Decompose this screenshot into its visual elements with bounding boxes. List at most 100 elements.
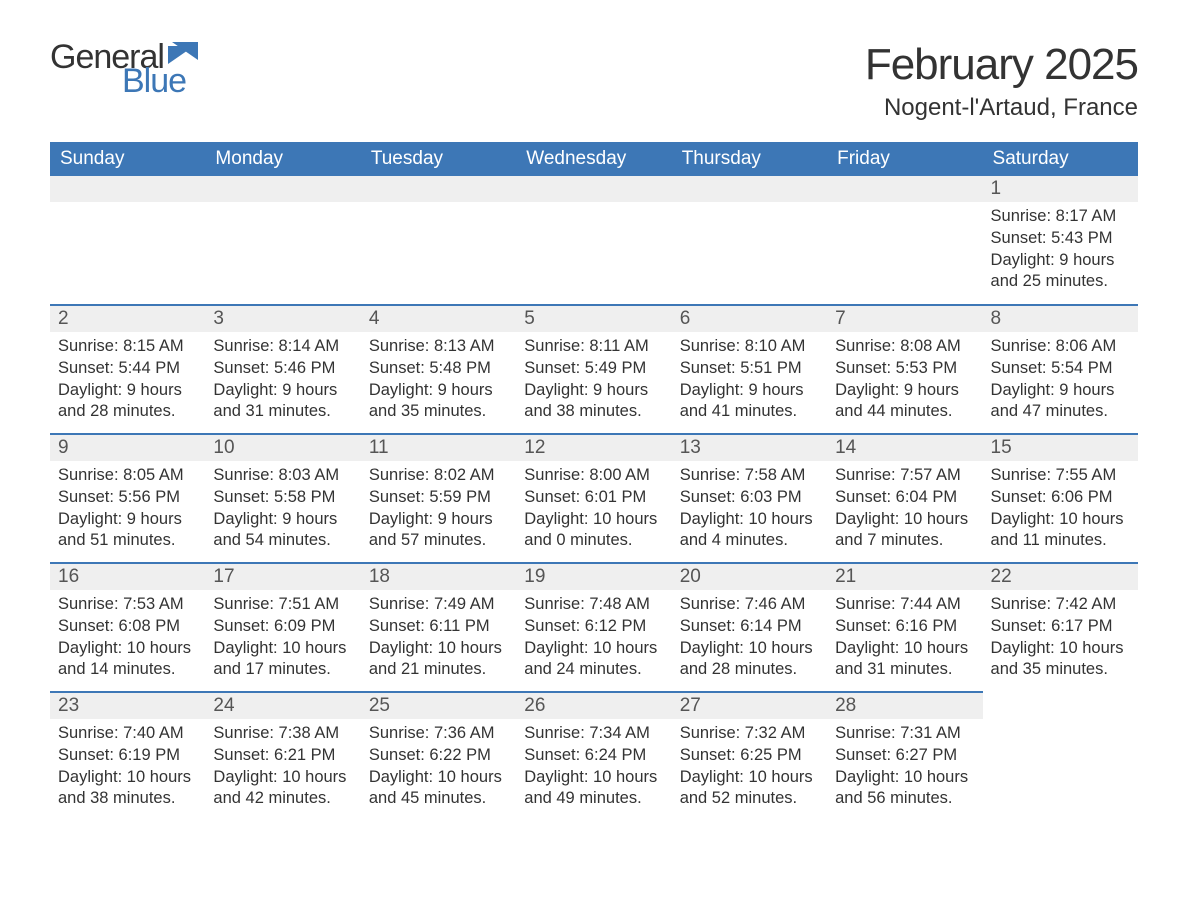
sunrise-line: Sunrise: 8:06 AM (991, 336, 1130, 358)
calendar-day-cell: 10Sunrise: 8:03 AMSunset: 5:58 PMDayligh… (205, 433, 360, 562)
day-details: Sunrise: 8:15 AMSunset: 5:44 PMDaylight:… (50, 332, 205, 433)
weekday-header: Friday (827, 142, 982, 176)
sunset-line: Sunset: 6:08 PM (58, 616, 197, 638)
sunset-line: Sunset: 6:03 PM (680, 487, 819, 509)
day-number-bar: 23 (50, 691, 205, 719)
daylight-line-1: Daylight: 10 hours (524, 638, 663, 660)
calendar-day-cell: 7Sunrise: 8:08 AMSunset: 5:53 PMDaylight… (827, 304, 982, 433)
day-details: Sunrise: 8:17 AMSunset: 5:43 PMDaylight:… (983, 202, 1138, 303)
calendar-day-cell: 2Sunrise: 8:15 AMSunset: 5:44 PMDaylight… (50, 304, 205, 433)
sunrise-line: Sunrise: 8:03 AM (213, 465, 352, 487)
sunrise-line: Sunrise: 7:32 AM (680, 723, 819, 745)
day-number-bar: 10 (205, 433, 360, 461)
sunset-line: Sunset: 5:48 PM (369, 358, 508, 380)
daylight-line-2: and 54 minutes. (213, 530, 352, 552)
daylight-line-2: and 47 minutes. (991, 401, 1130, 423)
day-details: Sunrise: 7:40 AMSunset: 6:19 PMDaylight:… (50, 719, 205, 820)
daylight-line-1: Daylight: 9 hours (58, 509, 197, 531)
calendar-day-cell: 15Sunrise: 7:55 AMSunset: 6:06 PMDayligh… (983, 433, 1138, 562)
day-details: Sunrise: 7:49 AMSunset: 6:11 PMDaylight:… (361, 590, 516, 691)
daylight-line-2: and 41 minutes. (680, 401, 819, 423)
day-number-bar: 1 (983, 176, 1138, 202)
calendar-day-cell: 4Sunrise: 8:13 AMSunset: 5:48 PMDaylight… (361, 304, 516, 433)
sunset-line: Sunset: 6:14 PM (680, 616, 819, 638)
sunset-line: Sunset: 6:12 PM (524, 616, 663, 638)
day-details: Sunrise: 7:58 AMSunset: 6:03 PMDaylight:… (672, 461, 827, 562)
day-details: Sunrise: 8:13 AMSunset: 5:48 PMDaylight:… (361, 332, 516, 433)
daylight-line-1: Daylight: 10 hours (680, 509, 819, 531)
daylight-line-1: Daylight: 10 hours (58, 638, 197, 660)
daylight-line-2: and 4 minutes. (680, 530, 819, 552)
day-number-bar: 4 (361, 304, 516, 332)
daylight-line-1: Daylight: 9 hours (524, 380, 663, 402)
day-details: Sunrise: 8:11 AMSunset: 5:49 PMDaylight:… (516, 332, 671, 433)
daylight-line-1: Daylight: 9 hours (58, 380, 197, 402)
daylight-line-1: Daylight: 9 hours (369, 380, 508, 402)
day-details: Sunrise: 7:44 AMSunset: 6:16 PMDaylight:… (827, 590, 982, 691)
calendar-day-cell: 1Sunrise: 8:17 AMSunset: 5:43 PMDaylight… (983, 176, 1138, 304)
calendar-day-cell: 5Sunrise: 8:11 AMSunset: 5:49 PMDaylight… (516, 304, 671, 433)
day-number-bar (827, 176, 982, 202)
sunset-line: Sunset: 6:21 PM (213, 745, 352, 767)
sunrise-line: Sunrise: 8:00 AM (524, 465, 663, 487)
weekday-header: Tuesday (361, 142, 516, 176)
day-number-bar: 11 (361, 433, 516, 461)
sunset-line: Sunset: 5:49 PM (524, 358, 663, 380)
day-number-bar: 16 (50, 562, 205, 590)
calendar-day-cell: 24Sunrise: 7:38 AMSunset: 6:21 PMDayligh… (205, 691, 360, 820)
calendar-empty-cell (516, 176, 671, 304)
calendar-week-row: 23Sunrise: 7:40 AMSunset: 6:19 PMDayligh… (50, 691, 1138, 820)
day-number-bar: 13 (672, 433, 827, 461)
daylight-line-2: and 31 minutes. (213, 401, 352, 423)
calendar-day-cell: 6Sunrise: 8:10 AMSunset: 5:51 PMDaylight… (672, 304, 827, 433)
sunrise-line: Sunrise: 8:14 AM (213, 336, 352, 358)
daylight-line-2: and 21 minutes. (369, 659, 508, 681)
calendar-day-cell: 14Sunrise: 7:57 AMSunset: 6:04 PMDayligh… (827, 433, 982, 562)
day-number-bar: 28 (827, 691, 982, 719)
sunrise-line: Sunrise: 7:44 AM (835, 594, 974, 616)
calendar-body: 1Sunrise: 8:17 AMSunset: 5:43 PMDaylight… (50, 176, 1138, 820)
day-details: Sunrise: 7:46 AMSunset: 6:14 PMDaylight:… (672, 590, 827, 691)
sunrise-line: Sunrise: 8:13 AM (369, 336, 508, 358)
sunset-line: Sunset: 5:53 PM (835, 358, 974, 380)
daylight-line-2: and 25 minutes. (991, 271, 1130, 293)
day-details: Sunrise: 7:42 AMSunset: 6:17 PMDaylight:… (983, 590, 1138, 691)
sunrise-line: Sunrise: 8:10 AM (680, 336, 819, 358)
sunrise-line: Sunrise: 7:55 AM (991, 465, 1130, 487)
sunset-line: Sunset: 6:19 PM (58, 745, 197, 767)
daylight-line-2: and 28 minutes. (58, 401, 197, 423)
day-details: Sunrise: 7:36 AMSunset: 6:22 PMDaylight:… (361, 719, 516, 820)
day-details: Sunrise: 8:03 AMSunset: 5:58 PMDaylight:… (205, 461, 360, 562)
daylight-line-1: Daylight: 10 hours (991, 509, 1130, 531)
daylight-line-1: Daylight: 10 hours (58, 767, 197, 789)
sunset-line: Sunset: 5:46 PM (213, 358, 352, 380)
calendar-week-row: 16Sunrise: 7:53 AMSunset: 6:08 PMDayligh… (50, 562, 1138, 691)
calendar-empty-cell (205, 176, 360, 304)
day-details: Sunrise: 8:02 AMSunset: 5:59 PMDaylight:… (361, 461, 516, 562)
sunrise-line: Sunrise: 7:40 AM (58, 723, 197, 745)
weekday-header: Sunday (50, 142, 205, 176)
sunset-line: Sunset: 6:24 PM (524, 745, 663, 767)
day-number-bar (516, 176, 671, 202)
day-details: Sunrise: 7:55 AMSunset: 6:06 PMDaylight:… (983, 461, 1138, 562)
daylight-line-2: and 52 minutes. (680, 788, 819, 810)
day-number-bar: 12 (516, 433, 671, 461)
sunset-line: Sunset: 6:09 PM (213, 616, 352, 638)
sunrise-line: Sunrise: 7:34 AM (524, 723, 663, 745)
daylight-line-1: Daylight: 10 hours (213, 638, 352, 660)
day-number-bar: 7 (827, 304, 982, 332)
sunrise-line: Sunrise: 8:05 AM (58, 465, 197, 487)
daylight-line-2: and 14 minutes. (58, 659, 197, 681)
daylight-line-2: and 28 minutes. (680, 659, 819, 681)
sunrise-line: Sunrise: 7:38 AM (213, 723, 352, 745)
daylight-line-1: Daylight: 10 hours (680, 767, 819, 789)
daylight-line-1: Daylight: 10 hours (369, 638, 508, 660)
weekday-header: Wednesday (516, 142, 671, 176)
daylight-line-1: Daylight: 9 hours (835, 380, 974, 402)
weekday-header: Thursday (672, 142, 827, 176)
logo-text-blue: Blue (122, 64, 200, 98)
daylight-line-1: Daylight: 10 hours (991, 638, 1130, 660)
day-details: Sunrise: 7:38 AMSunset: 6:21 PMDaylight:… (205, 719, 360, 820)
daylight-line-1: Daylight: 9 hours (991, 250, 1130, 272)
sunset-line: Sunset: 6:04 PM (835, 487, 974, 509)
